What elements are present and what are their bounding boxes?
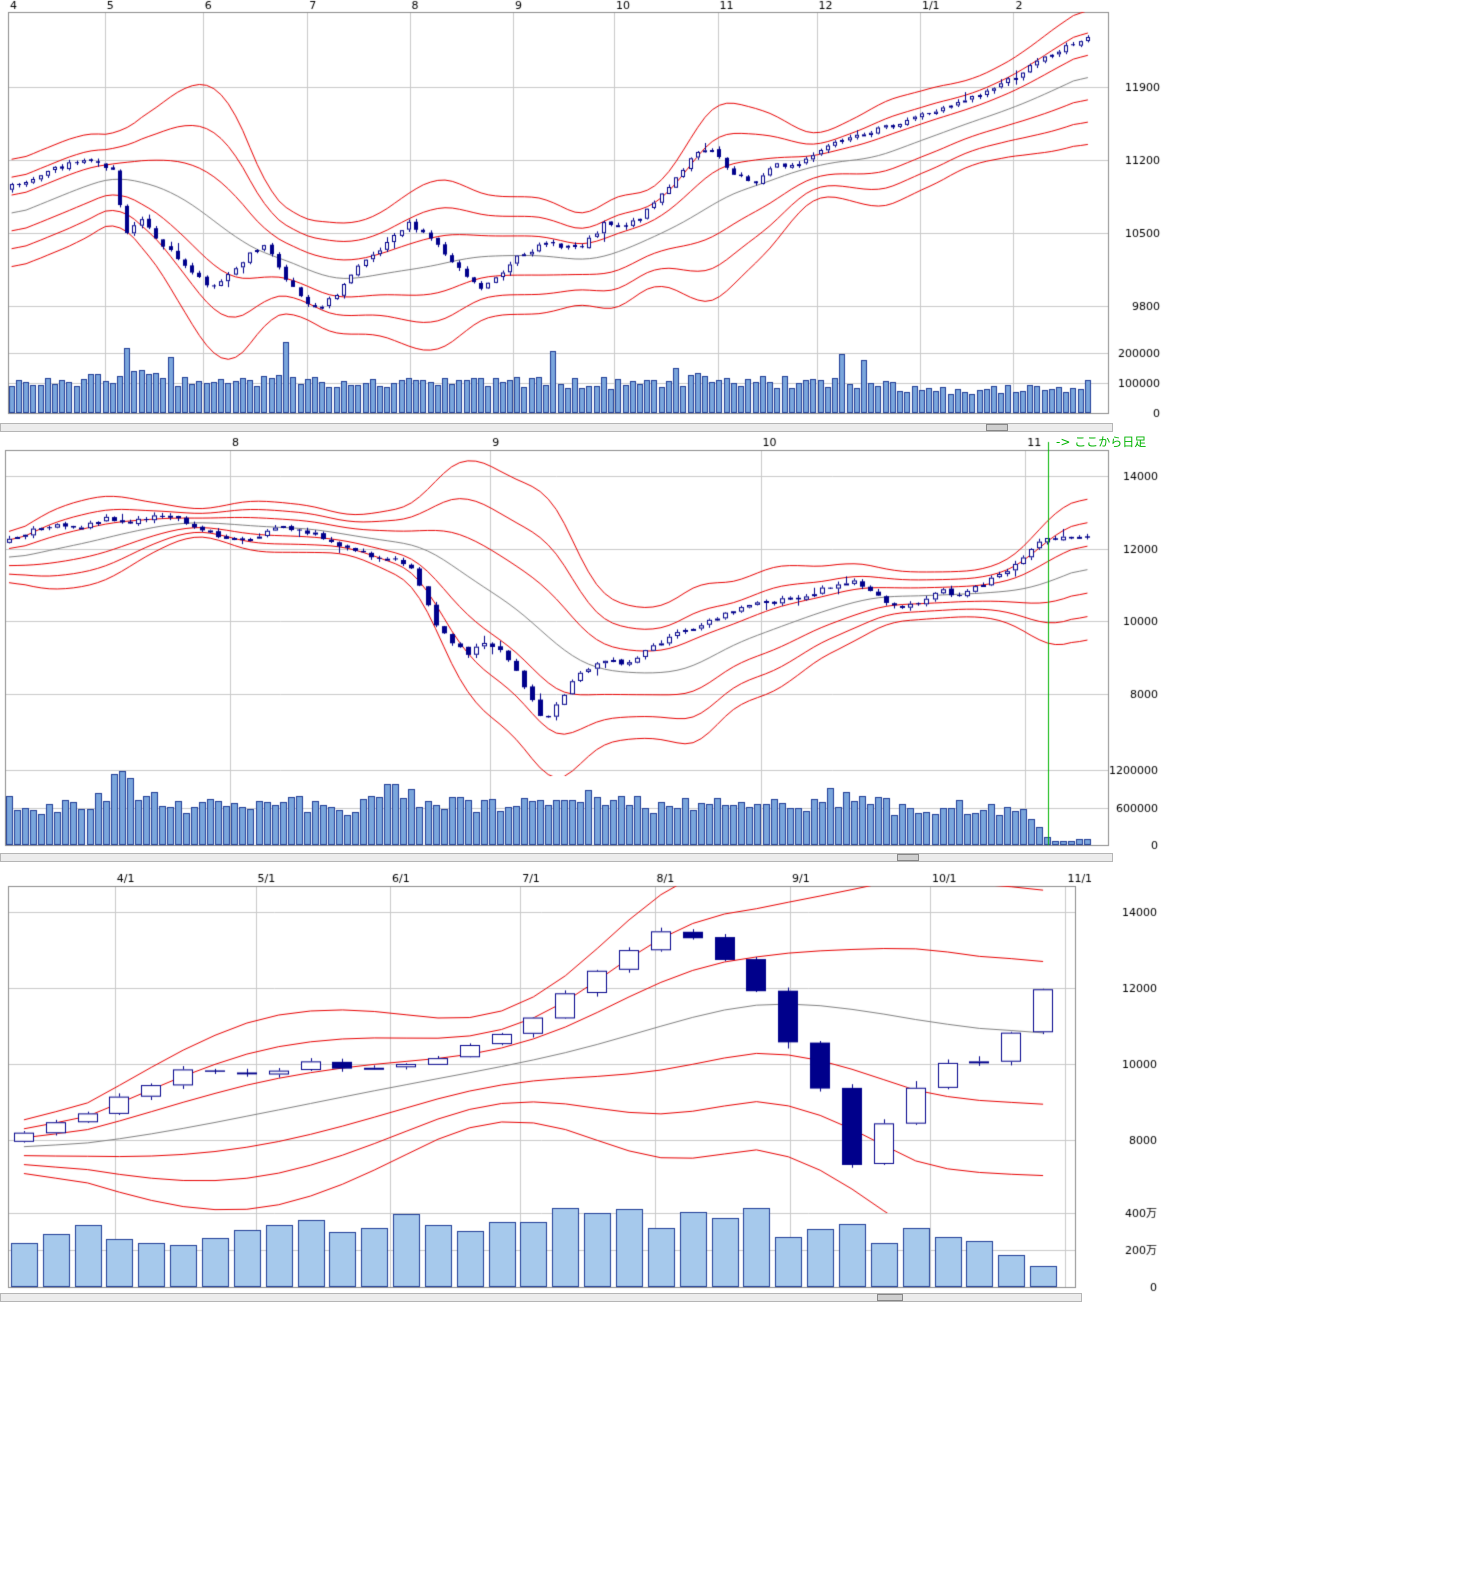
scrollbar-thumb[interactable] — [877, 1294, 903, 1301]
chart-panel-bottom-weekly — [0, 872, 1170, 1302]
daily-marker-label: -> ここから日足 — [1056, 435, 1147, 449]
chart-panel-middle-daily: -> ここから日足 — [0, 434, 1170, 862]
scrollbar-thumb[interactable] — [897, 854, 919, 861]
candlestick-chart-top[interactable] — [0, 0, 1170, 423]
candlestick-chart-middle[interactable] — [0, 434, 1170, 853]
candlestick-chart-bottom[interactable] — [0, 872, 1170, 1293]
chart-panel-top-daily — [0, 0, 1170, 432]
horizontal-scrollbar[interactable] — [0, 1293, 1082, 1302]
horizontal-scrollbar[interactable] — [0, 853, 1113, 862]
scrollbar-thumb[interactable] — [986, 424, 1008, 431]
horizontal-scrollbar[interactable] — [0, 423, 1113, 432]
